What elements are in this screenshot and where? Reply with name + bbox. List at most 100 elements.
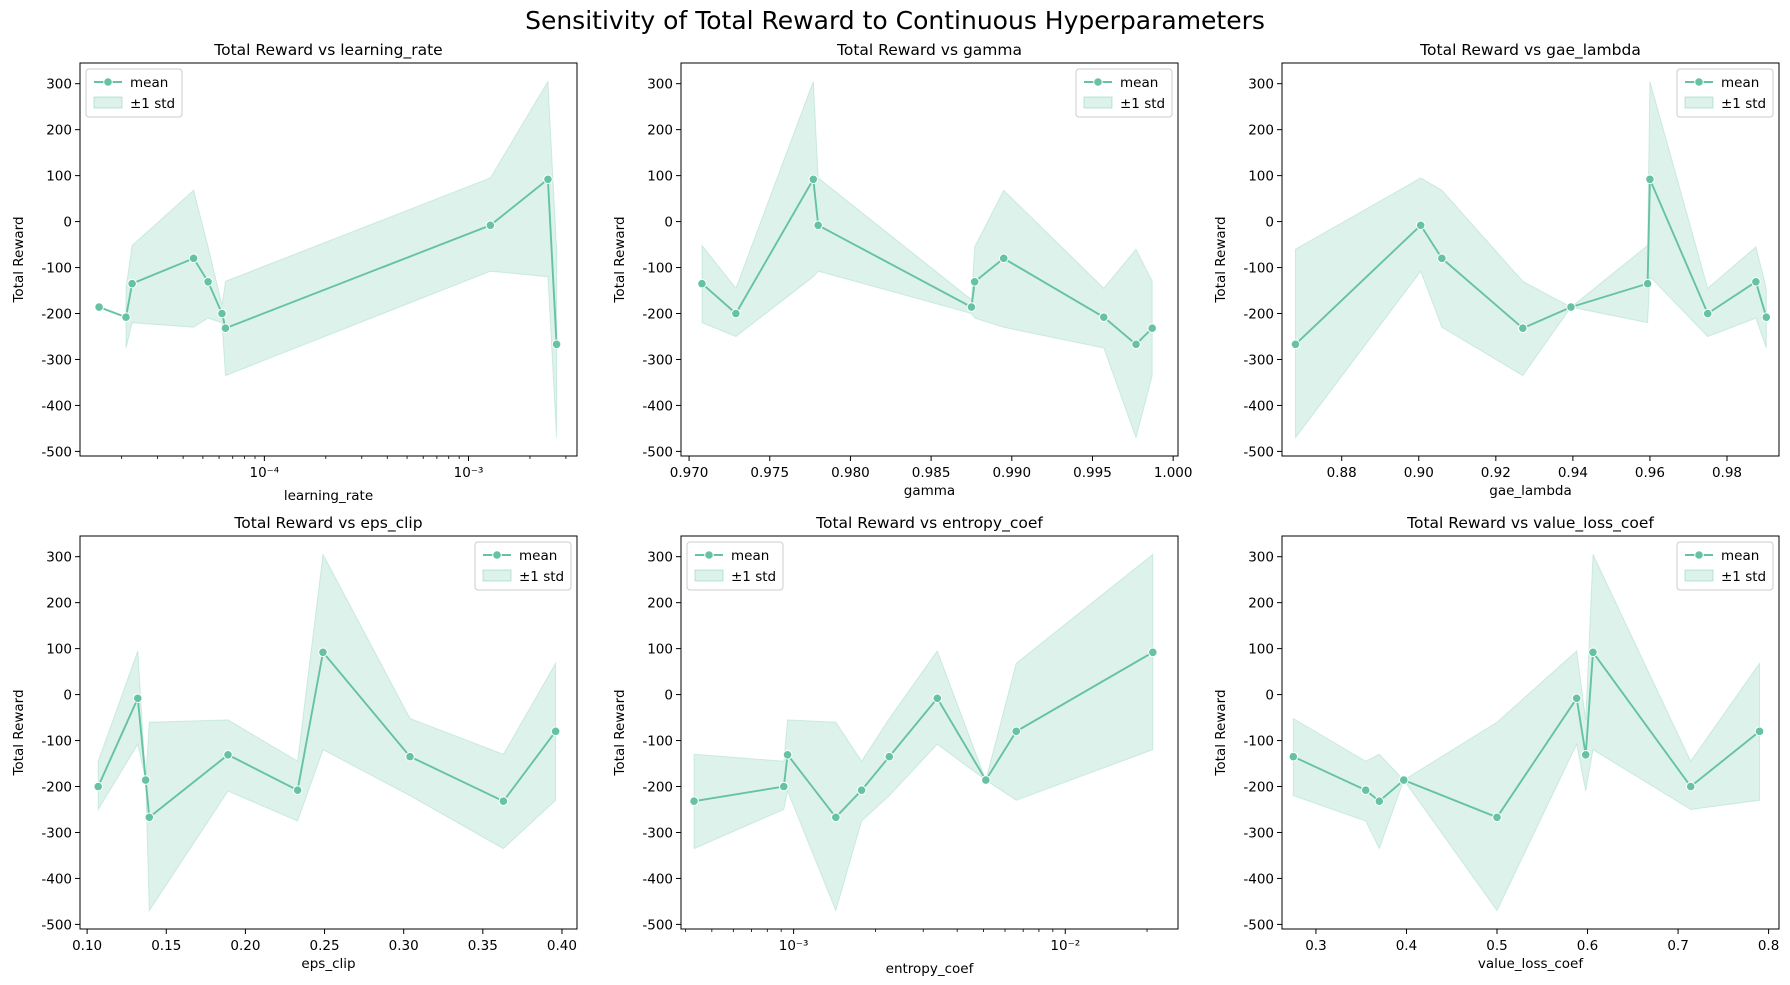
mean-point bbox=[689, 796, 699, 807]
subplot-2: -500 -400 -300 -200 -100 0 100 200 300 0.970 0.975… bbox=[612, 41, 1192, 499]
std-band bbox=[1292, 554, 1760, 912]
y-tick-label: -300 bbox=[41, 352, 72, 368]
legend-band-swatch bbox=[694, 569, 724, 582]
mean-point bbox=[1642, 278, 1653, 289]
y-tick-label: 0 bbox=[63, 688, 72, 704]
y-tick-label: 100 bbox=[647, 642, 673, 658]
y-tick-label: -300 bbox=[642, 352, 673, 368]
mean-point bbox=[1685, 781, 1696, 792]
mean-point bbox=[1645, 174, 1655, 185]
x-axis-label: gae_lambda bbox=[1489, 483, 1571, 499]
legend-label-std: ±1 std bbox=[1120, 96, 1165, 112]
y-tick-label: 100 bbox=[46, 169, 72, 185]
mean-point bbox=[1415, 220, 1426, 231]
mean-point bbox=[981, 775, 991, 785]
mean-point bbox=[1098, 312, 1109, 322]
y-tick-label: 300 bbox=[46, 550, 72, 566]
mean-point bbox=[1517, 323, 1528, 334]
subplot-title: Total Reward vs gae_lambda bbox=[1419, 41, 1641, 60]
mean-point bbox=[94, 302, 104, 312]
y-tick-label: 300 bbox=[1248, 550, 1274, 566]
y-tick-label: 100 bbox=[46, 642, 72, 658]
y-tick-label: -100 bbox=[1243, 734, 1274, 750]
legend-label-mean: mean bbox=[130, 75, 168, 91]
mean-point bbox=[778, 781, 789, 792]
y-axis-label: Total Reward bbox=[612, 216, 628, 303]
mean-point bbox=[1702, 308, 1713, 319]
mean-line bbox=[1292, 649, 1761, 819]
mean-point bbox=[1148, 647, 1158, 658]
y-tick-label: -400 bbox=[1243, 871, 1274, 887]
subplot-title: Total Reward vs value_loss_coef bbox=[1406, 514, 1654, 533]
y-tick-label: 200 bbox=[46, 596, 72, 612]
y-tick-label: -100 bbox=[642, 261, 673, 277]
y-tick-label: -300 bbox=[1243, 825, 1274, 841]
legend-marker-swatch bbox=[103, 77, 113, 87]
y-axis-label: Total Reward bbox=[11, 689, 27, 776]
legend-marker-swatch bbox=[1694, 550, 1704, 560]
mean-point bbox=[93, 781, 104, 792]
legend-label-std: ±1 std bbox=[130, 96, 175, 112]
x-tick-label: 0.980 bbox=[831, 465, 870, 481]
y-tick-label: -400 bbox=[1243, 398, 1274, 414]
axes-frame bbox=[680, 62, 1179, 457]
mean-point bbox=[1588, 647, 1598, 658]
mean-point bbox=[132, 693, 143, 704]
x-tick-label: 0.985 bbox=[912, 465, 951, 481]
y-tick-label: -100 bbox=[41, 261, 72, 277]
subplot-3: -500 -400 -300 -200 -100 0 100 200 300 0.88 0.90 0.… bbox=[1213, 41, 1780, 499]
mean-point bbox=[1374, 796, 1385, 807]
subplot-5: -500 -400 -300 -200 -100 0 100 200 300 10⁻³ 10⁻² To… bbox=[612, 514, 1179, 977]
y-tick-label: -300 bbox=[642, 825, 673, 841]
y-tick-label: -200 bbox=[41, 307, 72, 323]
x-tick-label: 1.000 bbox=[1154, 465, 1193, 481]
x-tick-label: 10⁻³ bbox=[779, 938, 809, 954]
mean-point bbox=[220, 323, 231, 334]
subplot-title: Total Reward vs gamma bbox=[836, 41, 1022, 59]
y-tick-label: 0 bbox=[664, 215, 673, 231]
std-band bbox=[693, 553, 1154, 913]
y-tick-label: -500 bbox=[1243, 444, 1274, 460]
legend-marker-swatch bbox=[1093, 77, 1103, 87]
y-tick-label: -300 bbox=[41, 825, 72, 841]
y-tick-label: -500 bbox=[41, 917, 72, 933]
mean-point bbox=[856, 785, 867, 795]
mean-line bbox=[97, 650, 557, 820]
y-tick-label: -300 bbox=[1243, 352, 1274, 368]
mean-point bbox=[969, 276, 980, 287]
legend-band-swatch bbox=[1083, 96, 1113, 109]
subplot-1: -500 -400 -300 -200 -100 0 100 200 300 10⁻⁴ 10⁻³ To… bbox=[11, 41, 578, 504]
mean-point bbox=[550, 726, 561, 737]
x-tick-label: 0.7 bbox=[1667, 938, 1688, 954]
y-axis-label: Total Reward bbox=[1213, 216, 1229, 303]
y-tick-label: -200 bbox=[1243, 307, 1274, 323]
y-tick-label: 100 bbox=[1248, 642, 1274, 658]
legend-label-std: ±1 std bbox=[731, 569, 776, 585]
y-tick-label: -500 bbox=[1243, 917, 1274, 933]
y-tick-label: -200 bbox=[642, 307, 673, 323]
x-tick-label: 0.5 bbox=[1486, 938, 1507, 954]
mean-point bbox=[1580, 749, 1591, 760]
mean-point bbox=[884, 751, 895, 762]
x-tick-label: 10⁻³ bbox=[454, 465, 484, 481]
legend: mean ±1 std bbox=[1676, 68, 1774, 118]
y-tick-label: -400 bbox=[41, 871, 72, 887]
y-tick-label: 0 bbox=[1265, 688, 1274, 704]
legend-label-std: ±1 std bbox=[1721, 569, 1766, 585]
mean-point bbox=[731, 308, 741, 319]
mean-point bbox=[485, 220, 496, 231]
x-axis-label: value_loss_coef bbox=[1478, 956, 1584, 972]
figure-title: Sensitivity of Total Reward to Continuou… bbox=[525, 6, 1265, 35]
mean-point bbox=[1761, 312, 1772, 322]
legend-marker-swatch bbox=[492, 550, 502, 560]
legend-marker-swatch bbox=[704, 550, 714, 560]
mean-point bbox=[1571, 693, 1582, 704]
subplot-6: -500 -400 -300 -200 -100 0 100 200 300 0.3 0.4 0.5 0… bbox=[1213, 514, 1780, 972]
x-tick-label: 0.990 bbox=[992, 465, 1031, 481]
y-tick-label: -100 bbox=[41, 734, 72, 750]
mean-point bbox=[966, 302, 977, 312]
x-axis-label: eps_clip bbox=[301, 956, 355, 972]
y-axis-label: Total Reward bbox=[1213, 689, 1229, 776]
std-band bbox=[125, 79, 558, 438]
